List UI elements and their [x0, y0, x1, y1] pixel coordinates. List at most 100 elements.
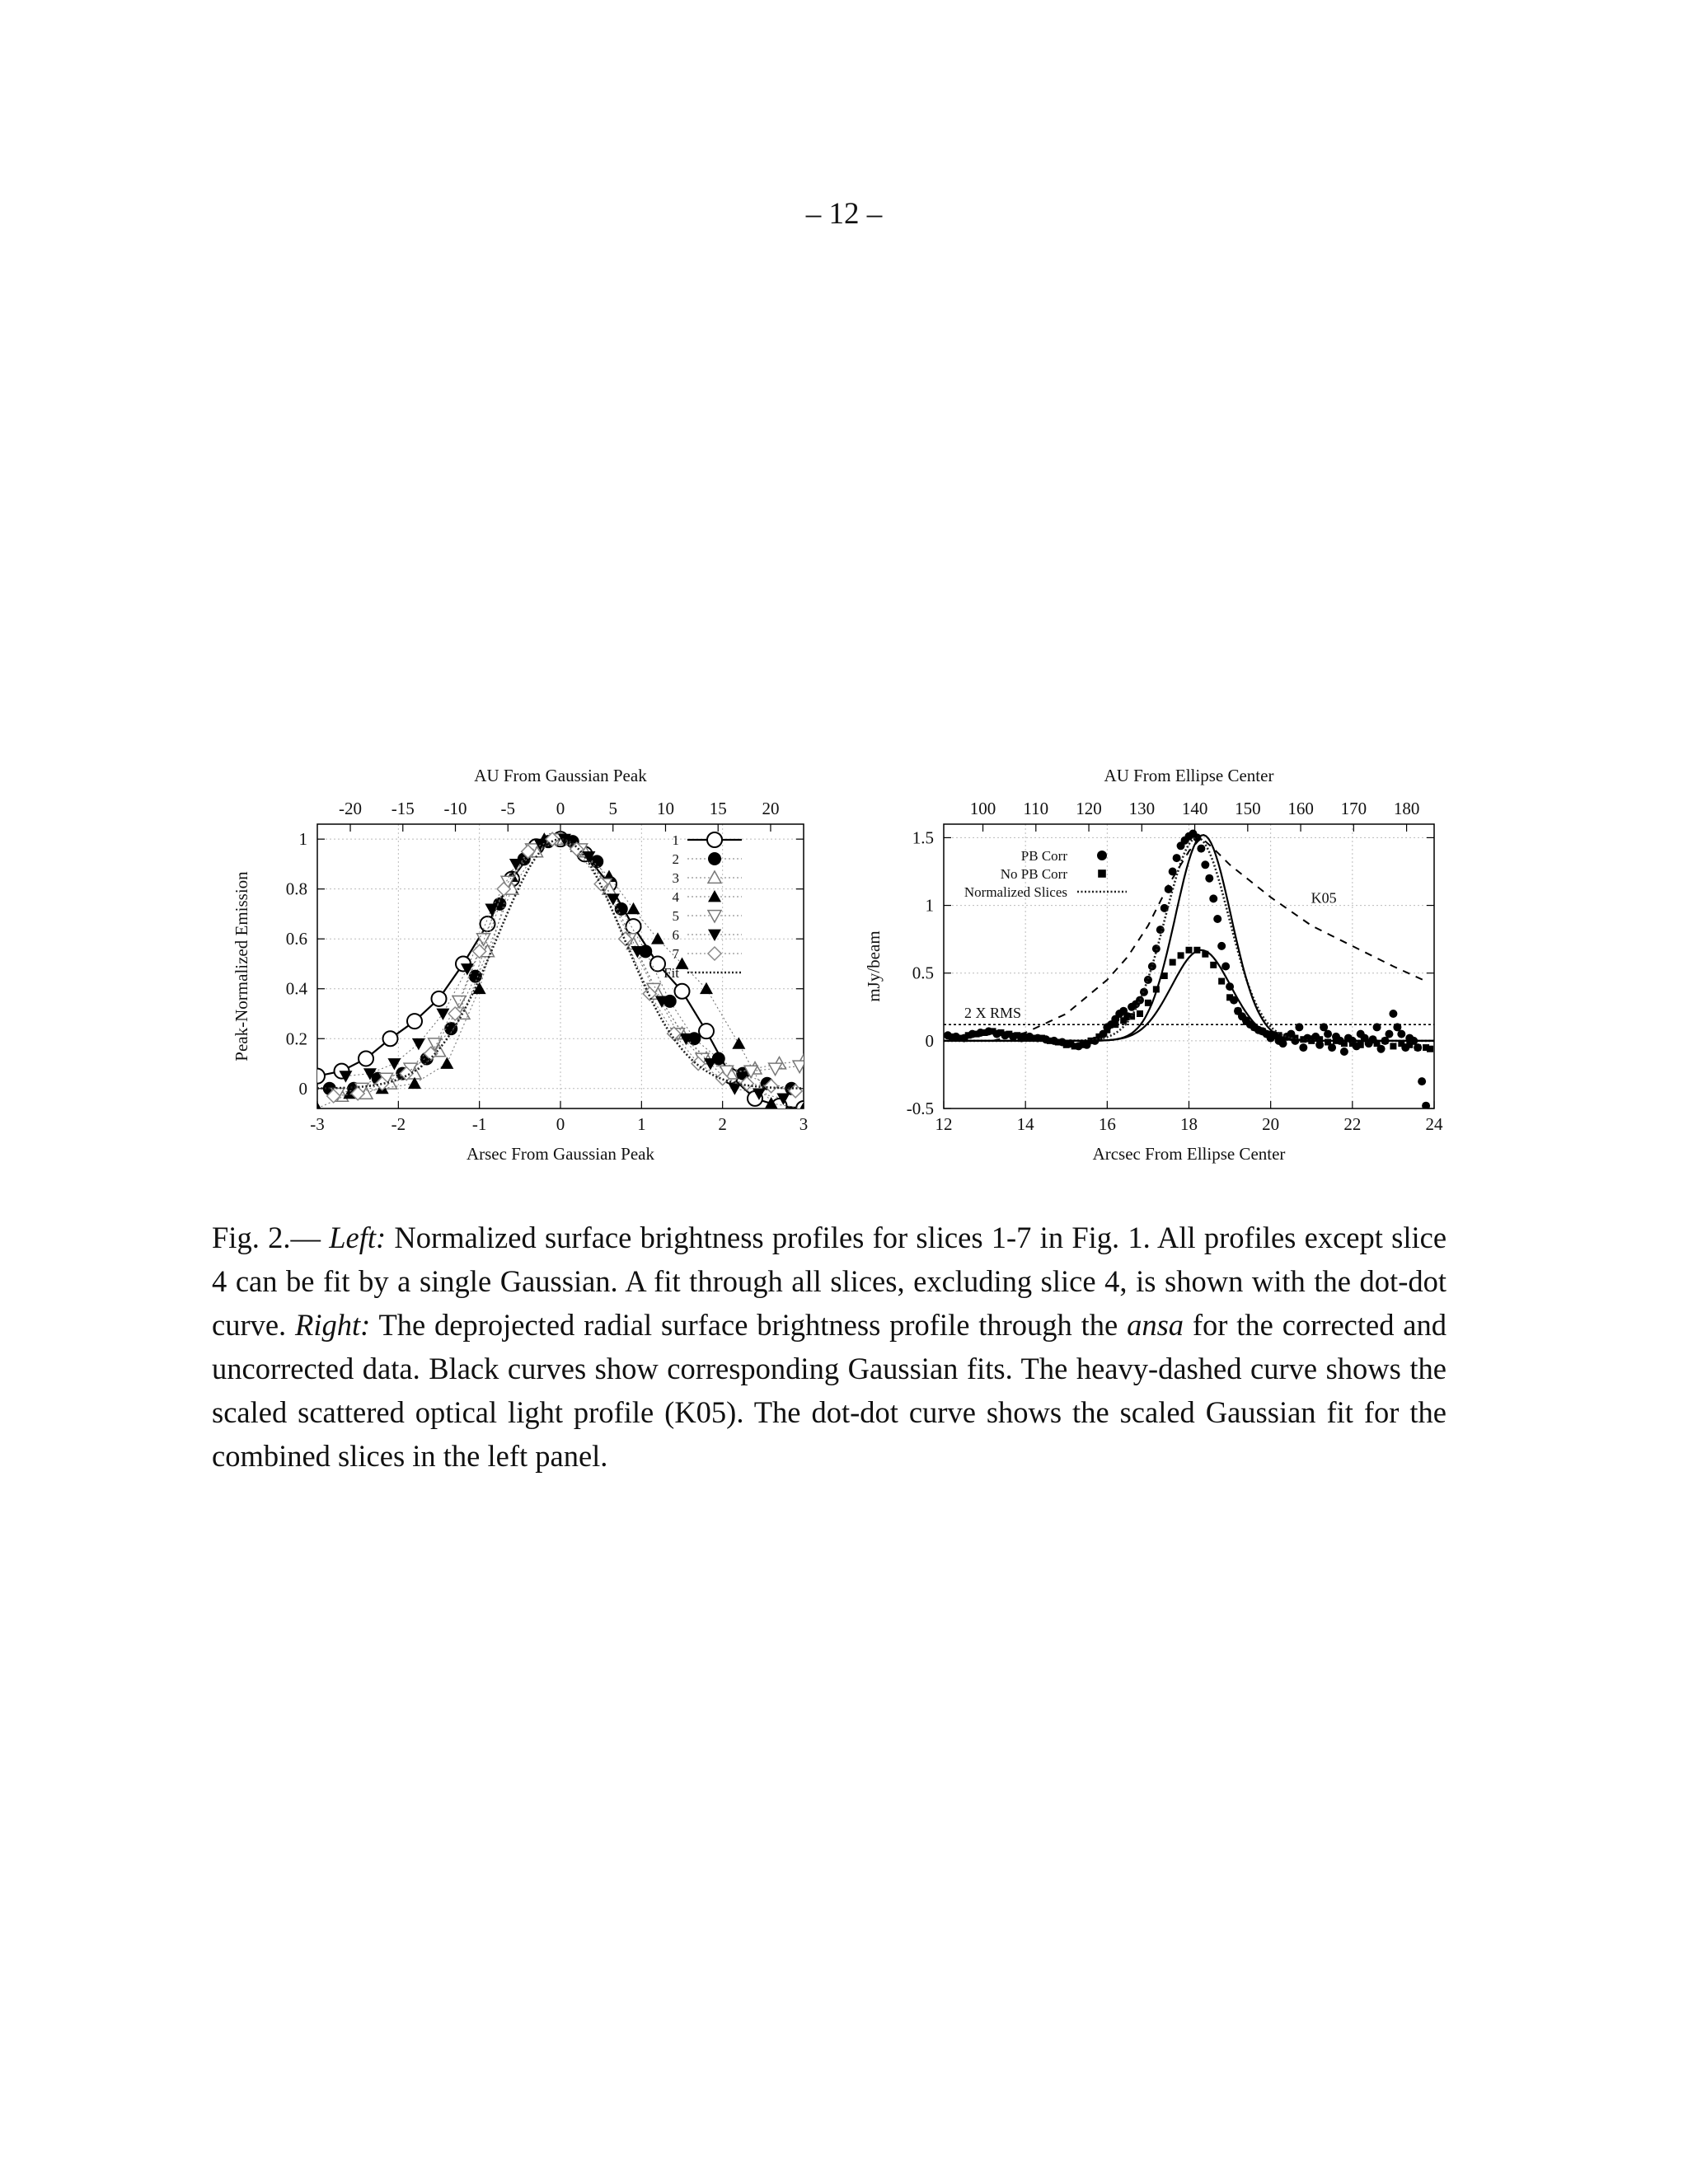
data-point [1137, 1010, 1143, 1017]
data-point [1406, 1041, 1414, 1048]
series-5 [330, 833, 804, 1102]
data-point [1283, 1033, 1291, 1040]
x2-tick-label: 100 [970, 799, 996, 818]
data-point [436, 1008, 450, 1020]
k05-annotation: K05 [1311, 889, 1337, 906]
data-point [382, 1030, 399, 1047]
data-point [973, 1030, 980, 1038]
legend-label: 2 [673, 851, 680, 867]
x2-tick-label: 160 [1287, 799, 1314, 818]
data-point [1365, 1038, 1372, 1046]
data-point [791, 1060, 804, 1075]
data-point [1014, 1032, 1021, 1039]
data-point [533, 838, 547, 851]
data-point [485, 903, 499, 916]
data-point [1385, 1029, 1394, 1038]
data-point [614, 902, 628, 916]
data-point [399, 1066, 415, 1081]
data-point [1210, 961, 1217, 968]
legend-label: 5 [673, 908, 680, 924]
data-point [557, 833, 571, 846]
data-point [799, 1102, 804, 1108]
data-point [1226, 994, 1234, 1001]
data-point [1235, 1007, 1241, 1015]
data-point [1213, 915, 1222, 923]
data-point [339, 1071, 353, 1083]
data-point [1147, 962, 1156, 971]
data-point [1325, 1038, 1332, 1046]
y-tick-label: 1 [926, 896, 935, 916]
data-point [1299, 1043, 1308, 1052]
caption-text-1: Normalized surface brightness profiles f… [212, 1221, 1447, 1342]
data-point [1427, 1045, 1434, 1052]
data-point [1372, 1023, 1381, 1032]
caption-right-label: Right: [295, 1308, 371, 1342]
x-tick-label: 3 [799, 1114, 809, 1134]
series-line [333, 838, 796, 1097]
series-line [337, 838, 800, 1094]
data-point [1172, 854, 1181, 863]
x-tick-label: 0 [556, 1114, 565, 1134]
x2-tick-label: -20 [339, 799, 362, 818]
data-point [374, 1076, 390, 1091]
data-point [1169, 958, 1176, 966]
legend-label: 3 [673, 870, 680, 886]
data-point [763, 1078, 779, 1094]
caption-ansa: ansa [1127, 1308, 1184, 1342]
y-tick-label: 1.5 [912, 827, 934, 847]
page-number: – 12 – [805, 197, 883, 231]
data-point [1079, 1041, 1086, 1048]
caption-text-2: The deprojected radial surface brightnes… [378, 1308, 1118, 1342]
data-point [1221, 962, 1231, 971]
data-point [1423, 1044, 1430, 1052]
series-fit-curve-5 [992, 836, 1427, 1042]
y-tick-label: -0.5 [907, 1099, 934, 1118]
series-3 [334, 831, 804, 1103]
data-point [1217, 941, 1226, 950]
x2-axis-label: AU From Gaussian Peak [474, 766, 647, 785]
data-point [1136, 996, 1144, 1005]
data-point [582, 851, 596, 864]
x2-tick-label: 120 [1076, 799, 1102, 818]
data-point [1104, 1026, 1111, 1033]
data-point [1160, 972, 1168, 979]
data-point [764, 1096, 778, 1108]
data-point [1164, 884, 1173, 893]
data-point [1422, 1101, 1431, 1108]
x2-tick-label: 20 [762, 799, 779, 818]
data-point [1062, 1041, 1070, 1048]
data-point [673, 982, 691, 1000]
data-point [1339, 1047, 1348, 1056]
left-chart: -3 -2 -1 0 1 2 3-20 -15 -10 -5 0 5 10 15 2000.20.40.60… [232, 766, 809, 1164]
data-point [1316, 1036, 1324, 1043]
data-point [1414, 1044, 1422, 1052]
data-point [569, 841, 584, 857]
data-point [520, 844, 536, 860]
data-point [423, 1046, 438, 1062]
y-tick-label: 0.2 [286, 1029, 307, 1048]
x2-axis-label: AU From Ellipse Center [1104, 766, 1274, 785]
data-point [326, 1088, 341, 1104]
data-point [997, 1029, 1005, 1036]
data-point [1112, 1021, 1119, 1029]
data-point [1390, 1043, 1397, 1050]
data-point [1006, 1030, 1013, 1038]
legend: 1 2 3 4 5 6 7 Fit [663, 832, 742, 981]
data-point [989, 1028, 996, 1035]
data-point [1144, 999, 1151, 1006]
data-point [1030, 1034, 1038, 1042]
data-point [1250, 1024, 1258, 1031]
x-axis-label: Arsec From Gaussian Peak [467, 1144, 655, 1164]
data-point [358, 1050, 374, 1067]
data-point [1292, 1034, 1299, 1042]
data-point [1201, 860, 1210, 869]
data-point [350, 1085, 366, 1101]
series-7 [326, 832, 804, 1104]
legend-marker [1097, 851, 1107, 860]
data-point [743, 1065, 759, 1080]
data-point [1209, 894, 1218, 903]
y-tick-label: 1 [299, 829, 308, 849]
data-point [590, 855, 604, 869]
data-point [317, 1102, 321, 1108]
legend-marker [708, 890, 721, 902]
